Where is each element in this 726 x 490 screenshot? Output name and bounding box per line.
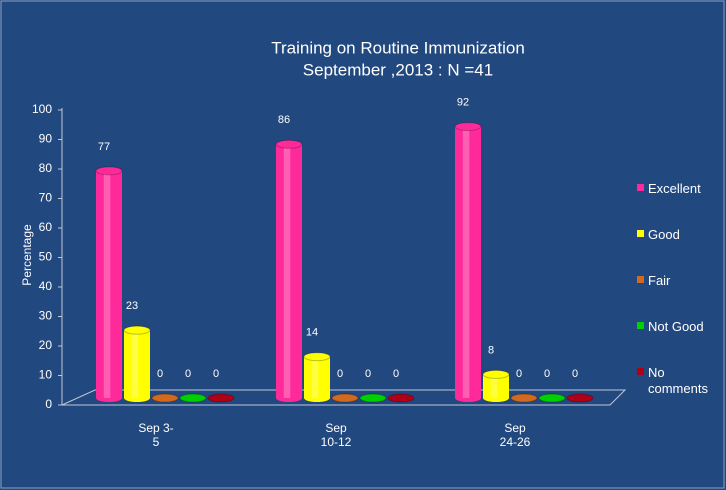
- bar-part: [95, 166, 123, 176]
- y-tick-label: 30: [39, 309, 53, 323]
- y-axis-label: Percentage: [20, 224, 34, 286]
- bar: [359, 393, 387, 403]
- x-tick-label: Sep 10-12: [320, 421, 352, 449]
- y-tick-label: 0: [45, 397, 52, 411]
- bar: [482, 369, 510, 402]
- bar-part: [490, 374, 498, 398]
- legend-label: Good: [648, 227, 680, 242]
- value-label: 0: [157, 368, 163, 380]
- bar-part: [179, 393, 207, 403]
- value-label: 14: [306, 327, 318, 339]
- bar-part: [207, 393, 235, 403]
- bar-part: [483, 374, 509, 402]
- bar: [275, 139, 303, 403]
- bar-part: [276, 144, 302, 403]
- bar-part: [124, 330, 150, 402]
- bar: [207, 393, 235, 403]
- value-label: 8: [488, 344, 494, 356]
- bar: [303, 352, 331, 402]
- y-tick-label: 40: [39, 279, 53, 293]
- legend-label: No comments: [648, 365, 708, 396]
- bar-part: [387, 393, 415, 403]
- value-label: 0: [544, 368, 550, 380]
- bar-part: [455, 126, 481, 402]
- value-label: 0: [365, 368, 371, 380]
- y-tick-label: 60: [39, 220, 53, 234]
- value-label: 0: [393, 368, 399, 380]
- value-label: 92: [457, 97, 469, 109]
- bar-part: [482, 369, 510, 379]
- y-tick-label: 10: [39, 368, 53, 382]
- bar-part: [304, 356, 330, 402]
- x-tick-label: Sep 3-5: [138, 421, 174, 449]
- chart-subtitle: September ,2013 : N =41: [303, 60, 493, 79]
- bar-part: [538, 393, 566, 403]
- value-label: 86: [278, 114, 290, 126]
- bar: [454, 122, 482, 402]
- y-tick-label: 20: [39, 338, 53, 352]
- legend-swatch: [637, 230, 644, 237]
- value-label: 0: [516, 368, 522, 380]
- bar: [95, 166, 123, 402]
- legend-swatch: [637, 184, 644, 191]
- bar-part: [131, 330, 139, 398]
- bar-part: [103, 170, 111, 398]
- value-label: 0: [572, 368, 578, 380]
- bar-part: [96, 170, 122, 402]
- legend-swatch: [637, 368, 644, 375]
- y-tick-label: 50: [39, 250, 53, 264]
- bar: [387, 393, 415, 403]
- bar: [538, 393, 566, 403]
- bar-part: [359, 393, 387, 403]
- bar-part: [283, 144, 291, 398]
- bar: [151, 393, 179, 403]
- bar: [331, 393, 359, 403]
- y-tick-label: 90: [39, 132, 53, 146]
- y-tick-label: 70: [39, 191, 53, 205]
- legend-label: Fair: [648, 273, 671, 288]
- legend-swatch: [637, 322, 644, 329]
- bar-part: [566, 393, 594, 403]
- chart-title: Training on Routine Immunization: [271, 38, 525, 57]
- y-tick-label: 100: [32, 102, 52, 116]
- bar-part: [311, 356, 319, 398]
- value-label: 77: [98, 141, 110, 153]
- bar: [123, 325, 151, 402]
- bar: [566, 393, 594, 403]
- value-label: 0: [185, 368, 191, 380]
- bar-part: [275, 139, 303, 149]
- bar-part: [462, 126, 470, 398]
- y-tick-label: 80: [39, 161, 53, 175]
- legend-label: Excellent: [648, 181, 701, 196]
- bar-part: [454, 122, 482, 132]
- value-label: 0: [337, 368, 343, 380]
- legend-label: Not Good: [648, 319, 704, 334]
- x-tick-label: Sep 24-26: [499, 421, 531, 449]
- legend-swatch: [637, 276, 644, 283]
- bar-part: [331, 393, 359, 403]
- bar-part: [123, 325, 151, 335]
- bar: [179, 393, 207, 403]
- bar-part: [303, 352, 331, 362]
- bar-part: [510, 393, 538, 403]
- bar: [510, 393, 538, 403]
- bar-part: [151, 393, 179, 403]
- value-label: 0: [213, 368, 219, 380]
- value-label: 23: [126, 300, 138, 312]
